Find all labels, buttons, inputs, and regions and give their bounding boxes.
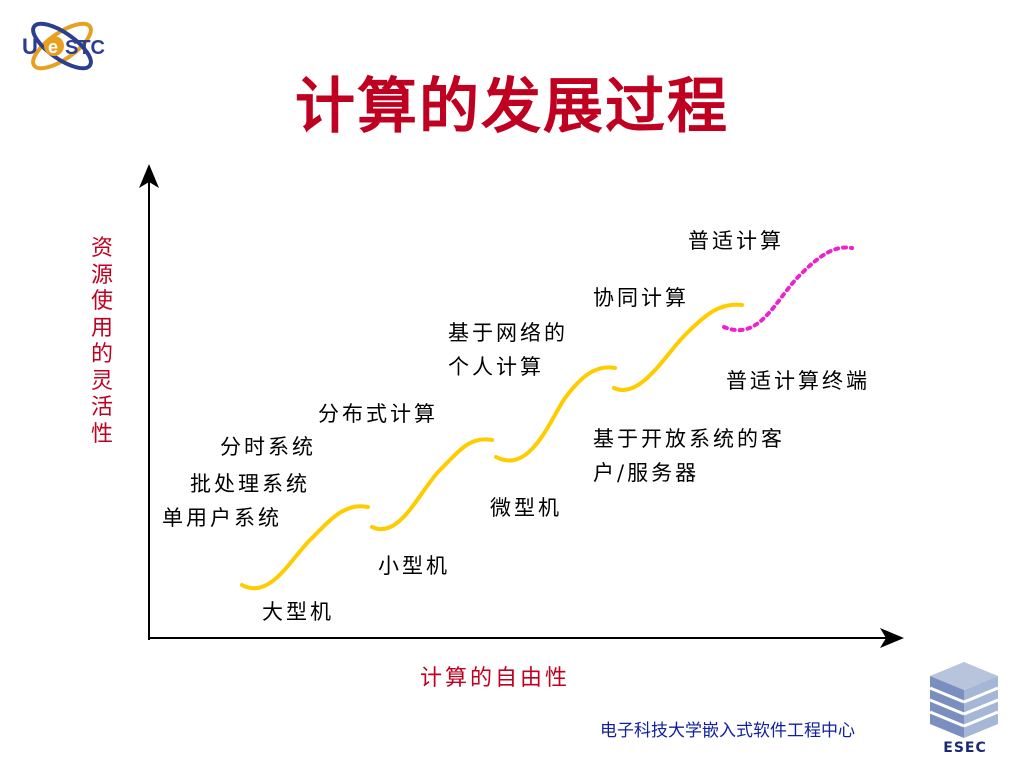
curve-minicomputer xyxy=(370,437,494,532)
curve-mainframe xyxy=(240,504,370,591)
label-minicomputer: 小型机 xyxy=(378,554,450,578)
footer-text: 电子科技大学嵌入式软件工程中心 xyxy=(600,721,855,741)
curve-pervasive xyxy=(722,245,854,332)
curve-microcomputer xyxy=(494,365,617,463)
esec-logo xyxy=(926,660,1002,740)
esec-logo-graphic xyxy=(929,662,999,738)
uestc-logo: U e STC xyxy=(18,14,108,78)
uestc-logo-graphic: U e STC xyxy=(22,21,105,71)
label-network-pc-line2: 个人计算 xyxy=(448,355,544,379)
svg-text:e: e xyxy=(48,37,58,57)
curve-client-server xyxy=(612,302,744,392)
slide-title: 计算的发展过程 xyxy=(295,72,729,142)
label-time-sharing: 分时系统 xyxy=(220,435,316,459)
label-batch-processing: 批处理系统 xyxy=(190,472,310,496)
label-collaborative: 协同计算 xyxy=(593,286,689,310)
svg-text:U: U xyxy=(22,34,38,59)
label-client-server-line1: 基于开放系统的客 xyxy=(593,427,785,451)
label-distributed: 分布式计算 xyxy=(318,402,438,426)
label-single-user: 单用户系统 xyxy=(162,506,282,530)
svg-text:STC: STC xyxy=(65,37,105,59)
label-microcomputer: 微型机 xyxy=(490,496,562,520)
y-axis-label: 资源使用的灵活性 xyxy=(90,236,113,447)
label-client-server-line2: 户/服务器 xyxy=(593,461,700,485)
x-axis-label: 计算的自由性 xyxy=(420,666,571,691)
label-mainframe: 大型机 xyxy=(262,600,334,624)
label-pervasive: 普适计算 xyxy=(688,229,784,253)
esec-logo-text: ESEC xyxy=(943,740,987,756)
label-pervasive-terminal: 普适计算终端 xyxy=(726,369,870,393)
label-network-pc-line1: 基于网络的 xyxy=(448,321,568,345)
